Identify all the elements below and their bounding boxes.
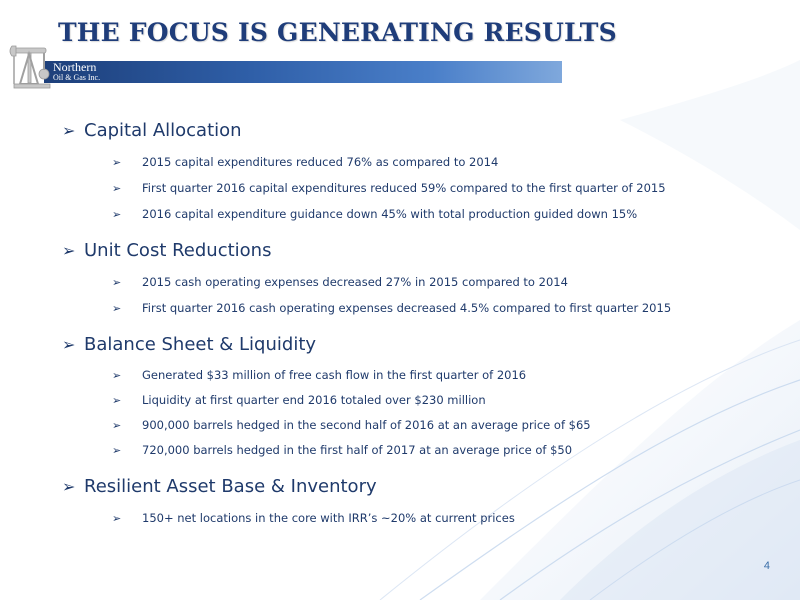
bullet-text: Generated $33 million of free cash flow … [142,368,527,382]
bullet-arrow-icon: ➢ [112,208,122,221]
bullet-item: ➢ 900,000 barrels hedged in the second ha… [112,418,591,433]
bullet-text: 2015 capital expenditures reduced 76% as… [142,155,499,169]
bullet-arrow-icon: ➢ [62,121,76,140]
bullet-item: ➢ Generated $33 million of free cash flow… [112,368,526,383]
bullet-text: 2015 cash operating expenses decreased 2… [142,275,568,289]
bullet-item: ➢ 150+ net locations in the core with IRR… [112,511,515,526]
section-heading-text: Unit Cost Reductions [84,240,272,261]
bullet-item: ➢ First quarter 2016 capital expenditures… [112,181,666,196]
bullet-item: ➢ 2015 capital expenditures reduced 76% a… [112,155,498,170]
bullet-arrow-icon: ➢ [112,419,122,432]
bullet-item: ➢ 2016 capital expenditure guidance down … [112,207,637,222]
bullet-arrow-icon: ➢ [112,512,122,525]
section-heading: ➢ Balance Sheet & Liquidity [62,334,316,356]
bullet-arrow-icon: ➢ [62,477,76,496]
bullet-item: ➢ 2015 cash operating expenses decreased … [112,275,568,290]
bullet-text: 2016 capital expenditure guidance down 4… [142,207,638,221]
page-number: 4 [763,560,770,572]
bullet-text: 720,000 barrels hedged in the first half… [142,443,573,457]
logo-subtitle: Oil & Gas Inc. [53,73,101,82]
bullet-text: 900,000 barrels hedged in the second hal… [142,418,591,432]
bullet-arrow-icon: ➢ [62,335,76,354]
bullet-arrow-icon: ➢ [112,444,122,457]
bullet-text: First quarter 2016 capital expenditures … [142,181,666,195]
pumpjack-logo-icon [9,45,51,89]
section-heading-text: Capital Allocation [84,120,242,141]
bullet-arrow-icon: ➢ [112,182,122,195]
title-underline-bar [44,61,562,83]
bullet-text: First quarter 2016 cash operating expens… [142,301,672,315]
bullet-arrow-icon: ➢ [112,276,122,289]
bullet-arrow-icon: ➢ [112,369,122,382]
section-heading-text: Resilient Asset Base & Inventory [84,476,377,497]
bullet-arrow-icon: ➢ [112,394,122,407]
bullet-text: Liquidity at first quarter end 2016 tota… [142,393,486,407]
bullet-item: ➢ First quarter 2016 cash operating expen… [112,301,671,316]
bullet-arrow-icon: ➢ [112,156,122,169]
bullet-item: ➢ 720,000 barrels hedged in the first hal… [112,443,572,458]
bullet-arrow-icon: ➢ [112,302,122,315]
bullet-text: 150+ net locations in the core with IRR’… [142,511,515,525]
section-heading: ➢ Capital Allocation [62,120,242,142]
section-heading: ➢ Unit Cost Reductions [62,240,271,262]
bullet-arrow-icon: ➢ [62,241,76,260]
bullet-item: ➢ Liquidity at first quarter end 2016 tot… [112,393,486,408]
section-heading: ➢ Resilient Asset Base & Inventory [62,476,377,498]
slide-title: THE FOCUS IS GENERATING RESULTS [58,18,617,47]
section-heading-text: Balance Sheet & Liquidity [84,334,317,355]
logo-name: Northern [53,60,97,74]
